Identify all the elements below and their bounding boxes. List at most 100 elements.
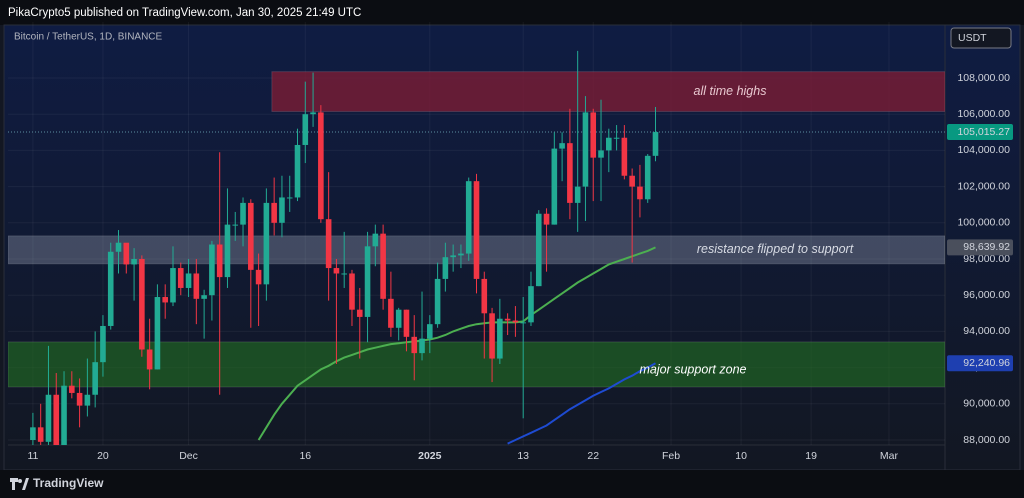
candle-body: [644, 155, 651, 200]
candle-body: [504, 318, 511, 321]
candle-body: [637, 186, 643, 200]
candle-body: [473, 181, 480, 279]
candle-body: [263, 202, 270, 285]
candle-body: [100, 325, 106, 363]
symbol-label: Bitcoin / TetherUS, 1D, BINANCE: [14, 32, 163, 43]
candle-body: [92, 362, 98, 395]
axes-overlay: 88,000.0090,000.0092,000.0094,000.0096,0…: [27, 72, 1013, 462]
candle-body: [76, 392, 83, 406]
zone-annotation: all time highs: [694, 84, 767, 98]
header-bar: [0, 0, 1024, 25]
price-tag: [947, 124, 1013, 141]
candle-body: [318, 112, 324, 220]
candle-body: [154, 297, 161, 370]
candle-body: [325, 219, 332, 269]
logo-shape: [22, 478, 29, 490]
logo-shape: [12, 478, 15, 490]
candle-body: [271, 202, 277, 223]
candle-body: [146, 349, 153, 370]
logo-shape: [18, 479, 22, 483]
y-tick-label: 104,000.00: [957, 144, 1010, 156]
candle-body: [528, 286, 534, 323]
candle-body: [53, 394, 60, 445]
x-tick-label: 20: [97, 450, 109, 462]
candle-body: [574, 186, 581, 203]
candle-body: [403, 309, 410, 337]
candle-body: [248, 202, 254, 270]
zone-annotation: resistance flipped to support: [697, 242, 854, 256]
candle-body: [302, 114, 309, 145]
candle-body: [30, 427, 36, 441]
candle-body: [279, 197, 285, 223]
candle-body: [61, 385, 67, 445]
x-tick-label: Feb: [662, 450, 680, 462]
candle-body: [209, 244, 215, 296]
candle-body: [567, 143, 573, 203]
candle-body: [232, 224, 239, 226]
candle-body: [240, 202, 246, 225]
tradingview-logo[interactable]: TradingView: [10, 476, 104, 490]
candle-body: [380, 233, 386, 299]
x-tick-label: 13: [517, 450, 529, 462]
candle-body: [193, 273, 200, 299]
candle-body: [139, 259, 145, 350]
candle-body: [45, 394, 52, 442]
x-tick-label: Dec: [179, 450, 198, 462]
candle-body: [497, 318, 503, 359]
x-tick-label: 16: [299, 450, 311, 462]
candle-body: [356, 309, 363, 317]
candle-body: [123, 242, 130, 265]
candle-body: [255, 269, 262, 285]
y-tick-label: 108,000.00: [957, 72, 1010, 84]
candle-body: [489, 313, 495, 359]
candle-body: [481, 278, 488, 314]
price-tag: [947, 239, 1013, 256]
candle-body: [543, 213, 550, 225]
price-tag-label: 105,015.27: [957, 126, 1010, 138]
candle-body: [107, 251, 114, 326]
candle-body: [434, 278, 441, 325]
candle-body: [629, 175, 635, 187]
y-tick-label: 100,000.00: [957, 217, 1010, 229]
candle-body: [419, 338, 425, 354]
x-tick-label: Mar: [880, 450, 899, 462]
candle-body: [388, 298, 394, 328]
footer-brand: TradingView: [33, 476, 104, 490]
moving-average: [507, 362, 656, 445]
x-tick-label: 19: [805, 450, 817, 462]
candle-body: [364, 246, 371, 317]
y-tick-label: 94,000.00: [963, 325, 1010, 337]
candle-body: [606, 137, 612, 151]
candle-body: [652, 132, 659, 156]
y-tick-label: 96,000.00: [963, 289, 1010, 301]
price-zone: [8, 341, 945, 388]
price-tag-label: 92,240.96: [963, 357, 1010, 369]
candle-body: [37, 427, 44, 442]
candle-body: [310, 112, 316, 115]
candle-body: [201, 295, 207, 299]
candle-body: [621, 137, 628, 176]
candle-body: [84, 394, 91, 406]
y-tick-label: 98,000.00: [963, 253, 1010, 265]
candle-body: [177, 268, 184, 288]
candle-body: [170, 268, 176, 303]
candle-body: [442, 257, 449, 279]
candle-body: [582, 112, 589, 187]
candle-body: [162, 297, 169, 303]
candle-body: [559, 143, 565, 149]
plot-area: [8, 22, 945, 445]
candle-body: [395, 309, 402, 328]
candle-body: [520, 322, 526, 324]
currency-button[interactable]: [950, 27, 1012, 49]
candle-body: [512, 320, 519, 323]
candle-body: [590, 112, 597, 158]
x-tick-label: 10: [735, 450, 747, 462]
price-tag: [947, 355, 1013, 372]
candle-body: [286, 197, 293, 199]
candle-body: [598, 150, 604, 158]
price-tag-label: 98,639.92: [963, 241, 1010, 253]
footer-bar: [0, 470, 1024, 498]
candle-body: [333, 268, 340, 274]
candle-body: [551, 148, 558, 225]
